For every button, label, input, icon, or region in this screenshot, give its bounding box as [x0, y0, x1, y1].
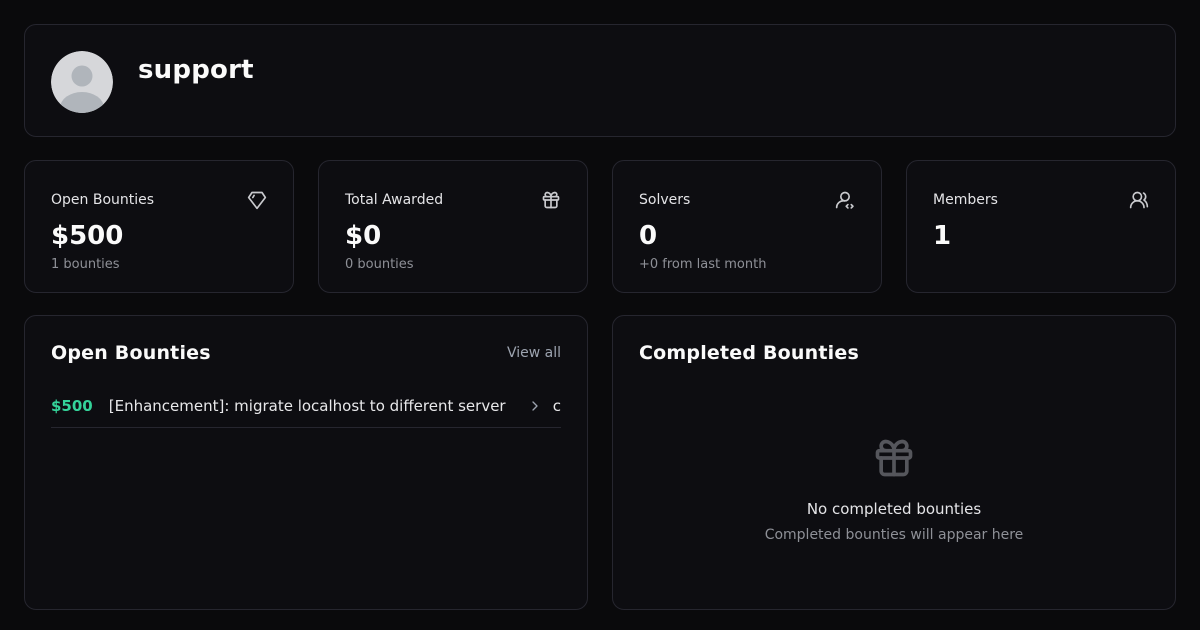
stat-card-solvers: Solvers 0 +0 from last month: [612, 160, 882, 293]
completed-empty-state: No completed bounties Completed bounties…: [639, 436, 1149, 543]
bounty-title: [Enhancement]: migrate localhost to diff…: [108, 396, 509, 415]
bounty-amount: $500: [51, 396, 93, 415]
gift-icon: [872, 436, 916, 480]
bounty-row[interactable]: $500 [Enhancement]: migrate localhost to…: [51, 384, 561, 428]
stat-value: 1: [933, 221, 952, 251]
chevron-right-icon: [527, 398, 543, 414]
stat-value: 0: [639, 221, 658, 251]
bounty-trailing-text: c: [552, 396, 561, 415]
empty-state-subtitle: Completed bounties will appear here: [764, 527, 1024, 543]
stat-label: Members: [933, 192, 998, 208]
stat-sub: +0 from last month: [639, 257, 767, 272]
completed-bounties-title: Completed Bounties: [639, 342, 859, 364]
gem-icon: [247, 190, 267, 210]
gift-icon: [541, 190, 561, 210]
stat-value: $0: [345, 221, 382, 251]
empty-state-title: No completed bounties: [806, 500, 982, 518]
completed-bounties-panel: Completed Bounties No completed bounties…: [612, 315, 1176, 610]
open-bounties-title: Open Bounties: [51, 342, 211, 364]
stat-card-total-awarded: Total Awarded $0 0 bounties: [318, 160, 588, 293]
users-icon: [1129, 190, 1149, 210]
stat-card-members: Members 1: [906, 160, 1176, 293]
stats-row: Open Bounties $500 1 bounties Total Awar…: [24, 160, 1176, 293]
page-title: support: [138, 55, 254, 85]
stat-label: Open Bounties: [51, 192, 155, 208]
stat-label: Total Awarded: [345, 192, 444, 208]
open-bounties-panel: Open Bounties View all $500 [Enhancement…: [24, 315, 588, 610]
stat-sub: 0 bounties: [345, 257, 414, 272]
avatar: [51, 51, 113, 113]
stat-card-open-bounties: Open Bounties $500 1 bounties: [24, 160, 294, 293]
stat-label: Solvers: [639, 192, 691, 208]
panels-row: Open Bounties View all $500 [Enhancement…: [24, 315, 1176, 610]
stat-sub: 1 bounties: [51, 257, 120, 272]
stat-value: $500: [51, 221, 124, 251]
view-all-link[interactable]: View all: [506, 345, 561, 361]
org-header-card: support: [24, 24, 1176, 137]
user-code-icon: [835, 190, 855, 210]
